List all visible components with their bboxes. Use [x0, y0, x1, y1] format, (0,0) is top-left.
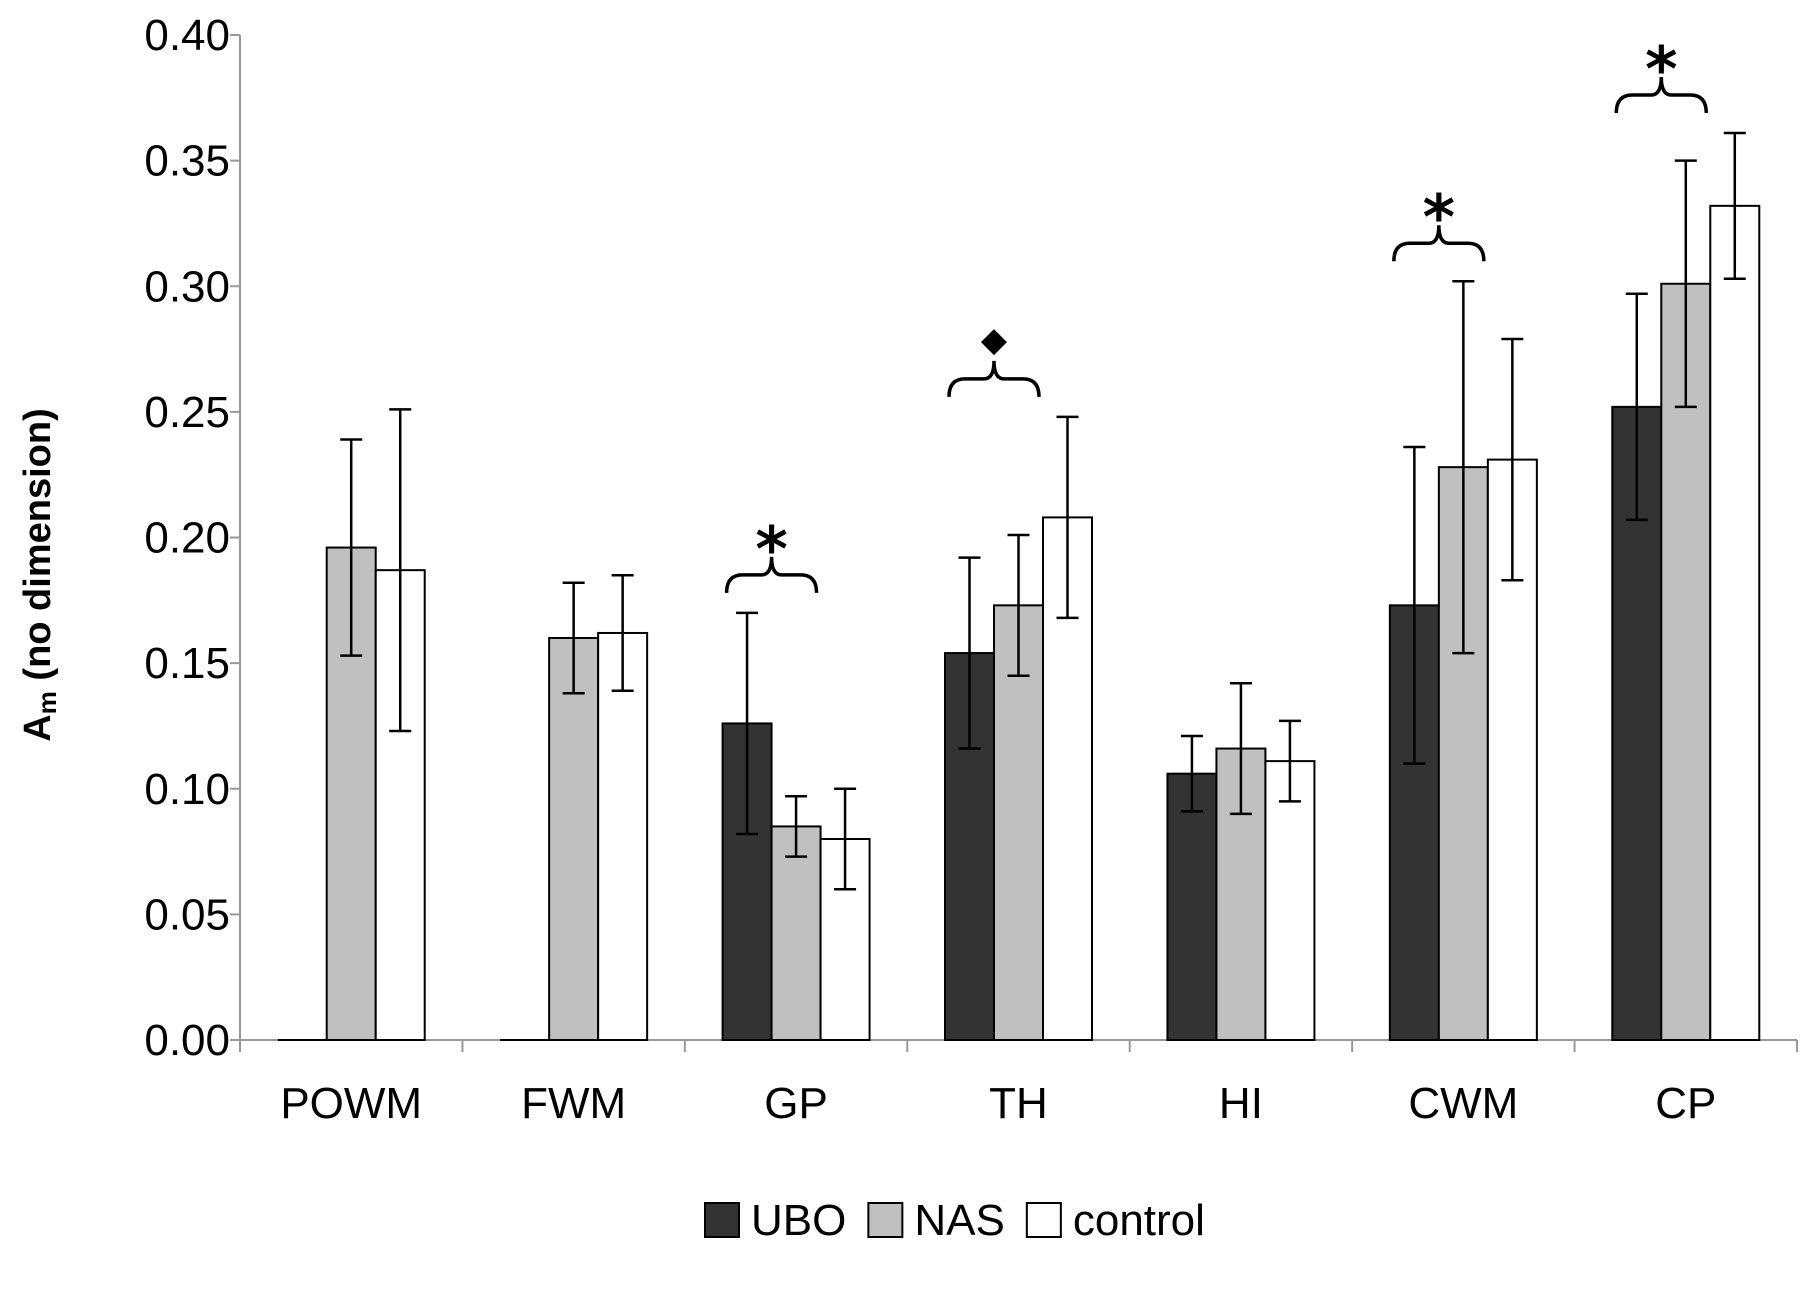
legend-swatch-NAS	[867, 1202, 904, 1238]
legend-swatch-control	[1025, 1202, 1062, 1238]
legend: UBO NAS control	[704, 1196, 1205, 1245]
bar-UBO	[1166, 772, 1218, 1041]
tick-labels: 0.00 0.05 0.10 0.15 0.20 0.25 0.30 0.35 0.40 POWM…	[144, 11, 1716, 1128]
significance-asterisk-marker: *	[755, 513, 787, 586]
y-tick-label: 0.25	[144, 388, 230, 437]
y-axis-title: Am (no dimension)	[17, 408, 62, 741]
bar-control	[1264, 760, 1316, 1041]
significance-asterisk-marker: *	[1645, 33, 1677, 106]
bar-NAS	[993, 604, 1044, 1042]
significance-brace	[1614, 76, 1709, 114]
bar-NAS	[548, 637, 600, 1041]
error-bars	[340, 131, 1746, 891]
significance-annotations: * ◆ * *	[724, 33, 1709, 593]
y-tick-label: 0.20	[144, 514, 230, 563]
y-tick-label: 0.40	[144, 11, 230, 60]
legend-label-control: control	[1073, 1196, 1205, 1245]
x-tick-label: FWM	[521, 1079, 626, 1128]
legend-label-UBO: UBO	[751, 1196, 846, 1245]
bar-control	[1709, 204, 1761, 1042]
bar-control	[597, 631, 649, 1041]
bars	[277, 204, 1761, 1042]
y-tick-label: 0.35	[144, 137, 230, 186]
x-tick-label: GP	[764, 1079, 828, 1128]
y-tick-label: 0.10	[144, 765, 230, 814]
y-tick-label: 0.00	[144, 1016, 230, 1065]
significance-brace	[947, 360, 1041, 397]
legend-swatch-UBO	[704, 1202, 740, 1238]
x-tick-label: POWM	[280, 1079, 422, 1128]
bar-NAS	[770, 825, 822, 1041]
y-tick-label: 0.15	[144, 639, 230, 688]
x-tick-label: HI	[1219, 1079, 1263, 1128]
significance-brace	[724, 556, 819, 593]
significance-diamond-marker: ◆	[981, 320, 1008, 360]
significance-asterisk-marker: *	[1423, 181, 1455, 254]
x-tick-label: TH	[989, 1079, 1048, 1128]
x-tick-label: CWM	[1408, 1079, 1518, 1128]
legend-label-NAS: NAS	[914, 1196, 1004, 1245]
significance-brace	[1392, 225, 1486, 262]
x-tick-label: CP	[1655, 1079, 1716, 1128]
y-tick-label: 0.30	[144, 262, 230, 311]
y-tick-label: 0.05	[144, 890, 230, 939]
